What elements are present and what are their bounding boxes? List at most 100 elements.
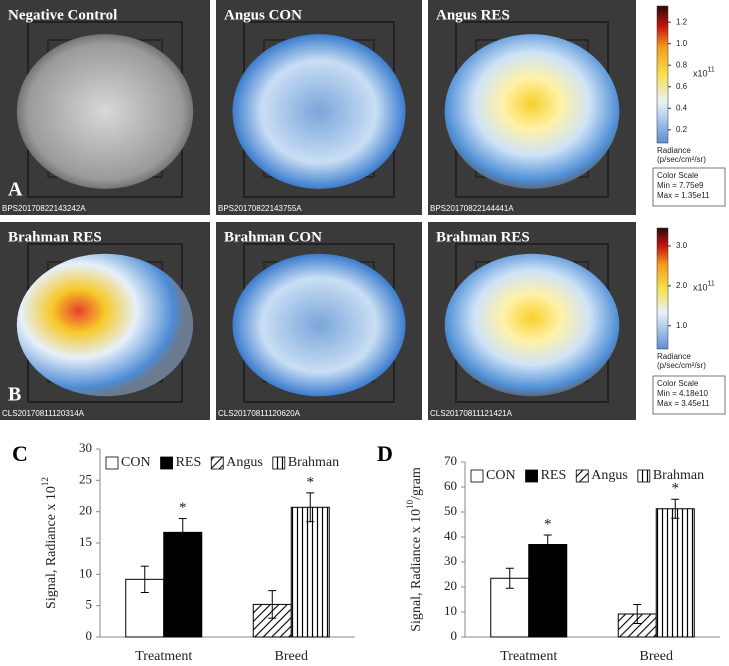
significance-marker: * — [179, 500, 187, 516]
colorbar — [656, 5, 669, 144]
legend-label: CON — [486, 468, 516, 483]
colorbar-tick-label: 1.0 — [676, 321, 688, 330]
y-axis-label-text: Signal, Radiance x 10 — [44, 486, 59, 609]
colorbar-tick-label: 0.4 — [676, 103, 688, 112]
legend-swatch — [210, 456, 224, 470]
image-panels: Negative Control BPS20170822143242A Angus … — [0, 0, 726, 420]
y-axis-label-exponent: 10 — [405, 499, 415, 509]
y-tick-label: 5 — [86, 597, 93, 612]
colorbar-unit: (p/sec/cm²/sr) — [657, 361, 706, 370]
colorbar-label: Radiance — [657, 146, 691, 155]
image-id: BPS20170822143242A — [2, 204, 86, 213]
color-scale-max: Max = 1.35e11 — [657, 191, 710, 200]
legend-label: Angus — [226, 455, 263, 470]
y-tick-label: 20 — [79, 503, 92, 518]
y-tick-label: 40 — [444, 528, 457, 543]
y-axis-label-text: Signal, Radiance x 10 — [409, 509, 424, 632]
error-bar — [306, 492, 315, 523]
colorbar-tick-label: 1.0 — [676, 39, 688, 48]
image-id: BPS20170822144441A — [430, 204, 514, 213]
colorbar-unit: (p/sec/cm²/sr) — [657, 155, 706, 164]
image-id: CLS20170811120314A — [2, 409, 85, 418]
color-scale-title: Color Scale — [657, 379, 699, 388]
color-scale-max: Max = 3.45e11 — [657, 399, 710, 408]
legend-swatch — [272, 456, 286, 470]
y-axis-label-suffix: /gram — [409, 467, 424, 500]
tissue — [444, 34, 620, 189]
colorbar-tick-label: 0.6 — [676, 82, 688, 91]
colorbar-tick-label: 3.0 — [676, 241, 688, 250]
color-scale-title: Color Scale — [657, 171, 699, 180]
color-scale-box — [652, 375, 726, 415]
image-id: CLS20170811121421A — [430, 409, 513, 418]
y-tick-label: 10 — [79, 565, 92, 580]
colorbar-tick-label: 0.2 — [676, 125, 688, 134]
tissue — [232, 34, 406, 189]
image-title: Negative Control — [8, 7, 117, 23]
y-tick-label: 60 — [444, 478, 457, 493]
bar — [528, 544, 568, 638]
panel-letter: D — [377, 441, 393, 466]
legend-label: RES — [176, 455, 202, 470]
image-title: Brahman CON — [224, 229, 322, 245]
legend-label: Brahman — [288, 455, 339, 470]
y-axis-label-exponent: 12 — [40, 477, 50, 486]
error-bar — [178, 518, 187, 547]
error-bar — [543, 534, 552, 555]
image-title: Angus CON — [224, 7, 302, 23]
colorbar-tick-label: 1.2 — [676, 17, 688, 26]
legend-swatch — [105, 456, 119, 470]
x-tick-label: Treatment — [500, 649, 557, 664]
error-bar — [268, 590, 277, 619]
x-tick-label: Breed — [275, 649, 308, 664]
multiplier-base: x10 — [693, 69, 708, 79]
y-tick-label: 50 — [444, 503, 457, 518]
y-tick-label: 30 — [444, 553, 457, 568]
panel-letter: A — [8, 179, 23, 201]
error-bar — [505, 567, 514, 589]
y-tick-label: 15 — [79, 534, 92, 549]
colorbar-tick-label: 2.0 — [676, 281, 688, 290]
legend-swatch — [160, 456, 173, 470]
significance-marker: * — [307, 474, 315, 490]
legend-swatch — [470, 469, 484, 483]
multiplier-exponent: 11 — [708, 280, 715, 287]
legend-label: CON — [121, 455, 151, 470]
legend-swatch — [637, 469, 651, 483]
error-bar — [671, 498, 680, 519]
legend-label: RES — [541, 468, 567, 483]
error-bar — [140, 565, 149, 594]
y-tick-label: 10 — [444, 603, 457, 618]
panel-letter: B — [8, 384, 21, 406]
tissue — [16, 34, 194, 189]
colorbar-label: Radiance — [657, 352, 691, 361]
y-tick-label: 20 — [444, 578, 457, 593]
y-axis-label: Signal, Radiance x 1012 — [40, 477, 59, 609]
image-title: Brahman RES — [8, 229, 102, 245]
tissue — [16, 253, 194, 397]
colorbar-tick-label: 0.8 — [676, 60, 688, 69]
y-tick-label: 0 — [451, 628, 458, 643]
colorbar — [656, 227, 669, 350]
y-tick-label: 30 — [79, 440, 92, 455]
significance-marker: * — [672, 481, 680, 497]
image-id: CLS20170811120620A — [218, 409, 301, 418]
tissue — [232, 253, 406, 397]
bar — [290, 506, 330, 638]
multiplier-base: x10 — [693, 283, 708, 293]
legend-swatch — [525, 469, 538, 483]
panel-letter: C — [12, 441, 28, 466]
color-scale-min: Min = 4.18e10 — [657, 389, 708, 398]
tissue — [444, 253, 620, 397]
multiplier-exponent: 11 — [708, 66, 715, 73]
bar — [163, 531, 203, 638]
x-tick-label: Treatment — [135, 649, 192, 664]
image-title: Angus RES — [436, 7, 510, 23]
legend-label: Brahman — [653, 468, 704, 483]
bar — [655, 508, 695, 638]
error-bar — [633, 604, 642, 624]
y-tick-label: 70 — [444, 453, 457, 468]
color-scale-box — [652, 167, 726, 207]
y-tick-label: 0 — [86, 628, 93, 643]
